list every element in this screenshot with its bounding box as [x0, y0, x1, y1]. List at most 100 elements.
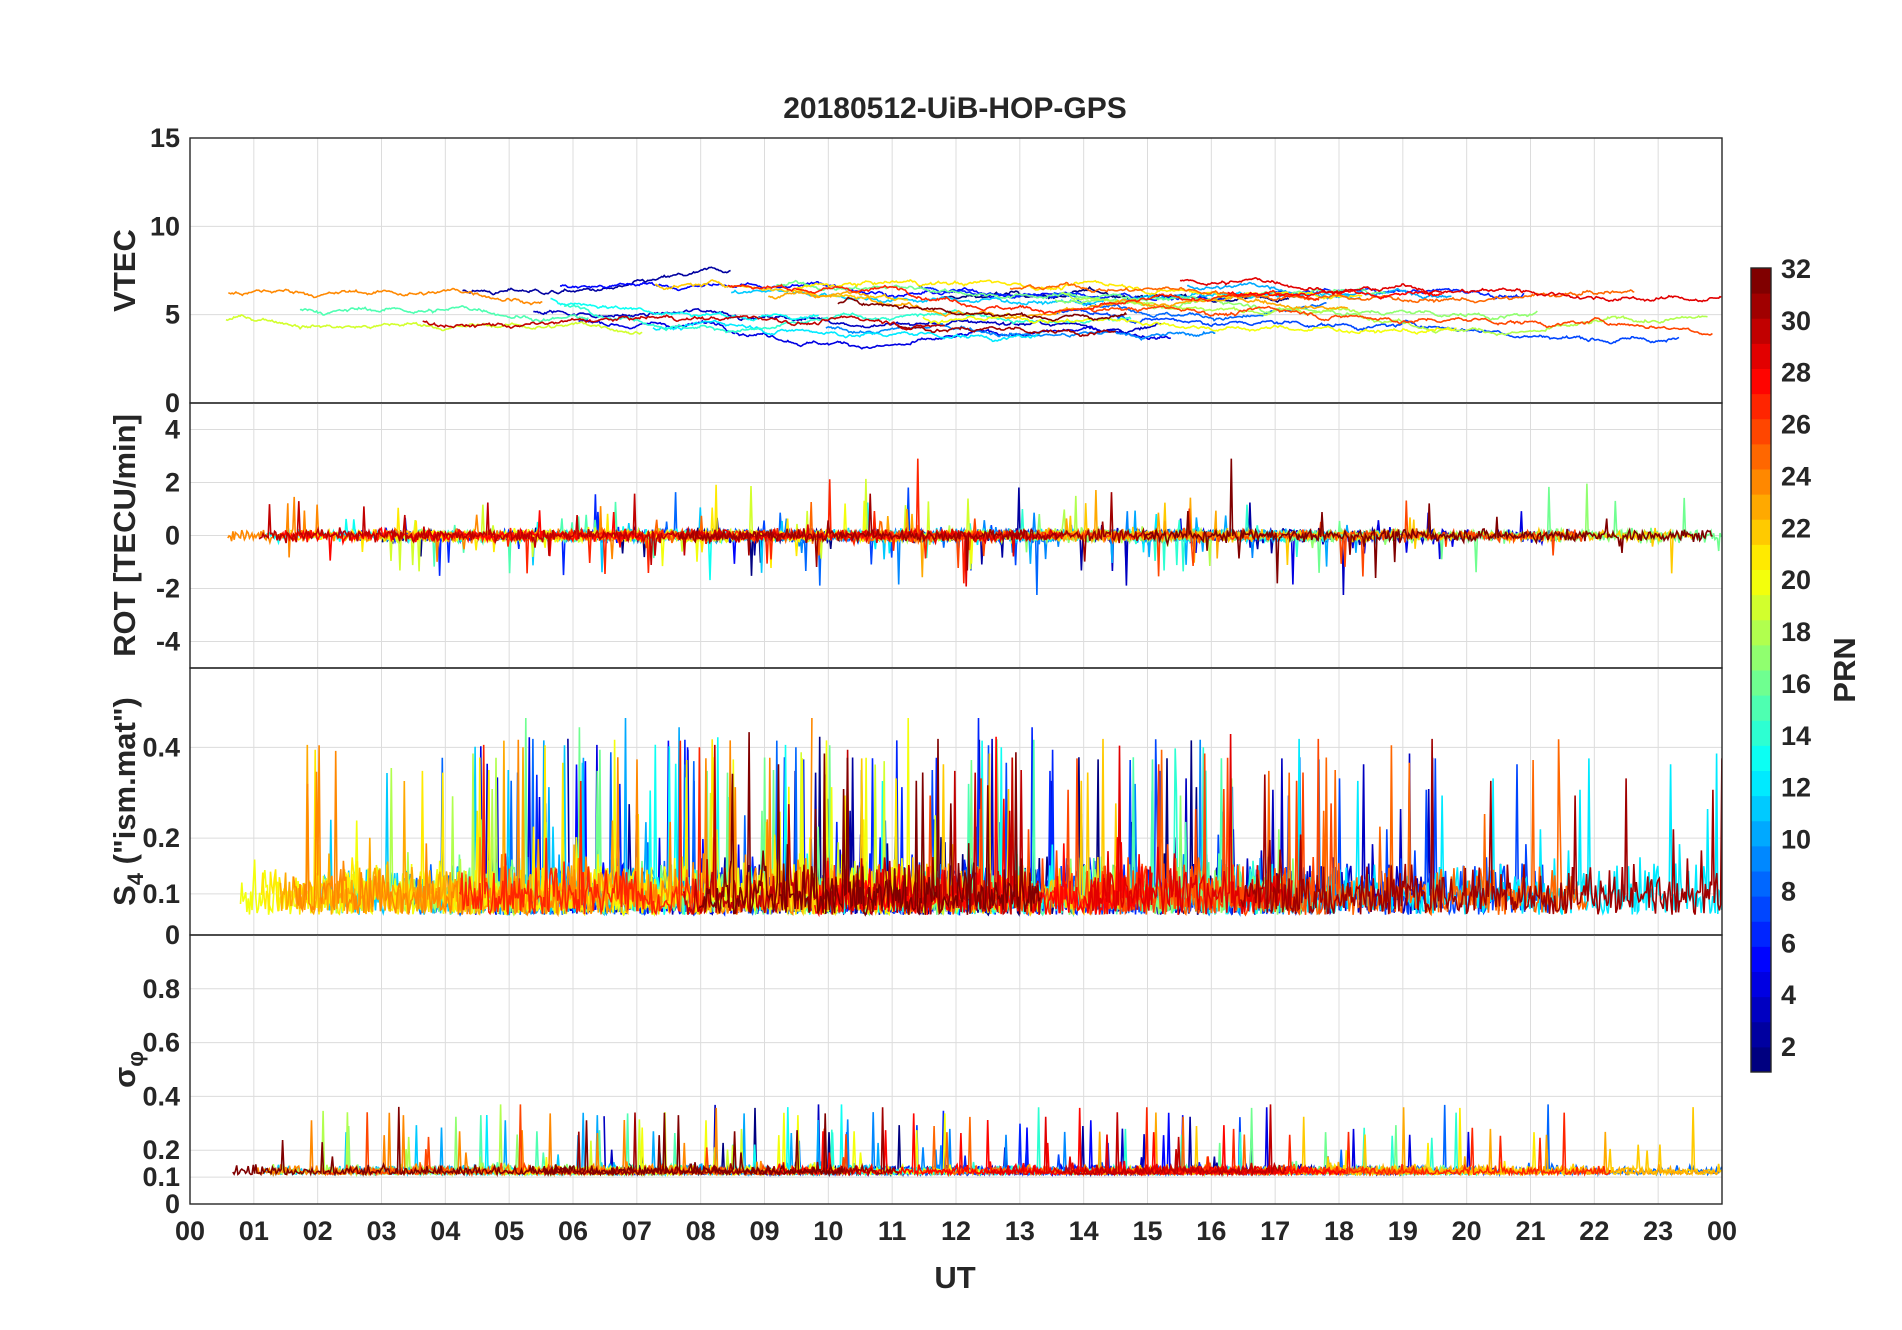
- series-group-vtec: [225, 266, 1722, 350]
- colorbar-segment: [1751, 293, 1771, 319]
- chart-title: 20180512-UiB-HOP-GPS: [783, 92, 1126, 125]
- y-tick-label: -4: [156, 627, 180, 657]
- colorbar-segment: [1751, 343, 1771, 369]
- colorbar-segment: [1751, 695, 1771, 721]
- series-prn-31: [897, 325, 1116, 338]
- x-tick-label: 16: [1196, 1216, 1226, 1246]
- series-prn-12: [652, 319, 1043, 343]
- panel-sigma: 00.10.2 0.4 0.6 0.8 σφ: [107, 934, 1723, 1219]
- colorbar-tick-label: 16: [1781, 669, 1811, 699]
- series-prn-24: [228, 287, 543, 306]
- series-prn-29: [1179, 276, 1722, 303]
- series-prn-22: [654, 279, 909, 302]
- series-prn-6: [869, 1110, 1128, 1177]
- colorbar-label: PRN: [1827, 637, 1862, 702]
- series-prn-27: [727, 283, 1320, 315]
- y-tick-label: 5: [165, 300, 180, 330]
- x-tick-label: 03: [366, 1216, 396, 1246]
- axes-frame: [189, 934, 1723, 1205]
- y-tick-label: 0: [165, 920, 180, 950]
- x-tick-label: 10: [813, 1216, 843, 1246]
- colorbar-segment: [1751, 720, 1771, 746]
- colorbar-segment: [1751, 393, 1771, 420]
- series-prn-6: [918, 285, 1525, 302]
- x-tick-label: 14: [1069, 1216, 1099, 1246]
- series-prn-24: [227, 496, 638, 562]
- colorbar-tick-label: 20: [1781, 565, 1811, 595]
- y-tick-label: 0.4: [142, 1081, 180, 1111]
- colorbar-segment: [1751, 519, 1771, 545]
- colorbar-tick-label: 6: [1781, 928, 1796, 958]
- x-axis-label: UT: [934, 1260, 975, 1295]
- colorbar-tick-label: 28: [1781, 358, 1811, 388]
- y-tick-label: 0: [165, 1189, 180, 1219]
- series-prn-26: [1088, 305, 1713, 336]
- y-tick-label: 0: [165, 388, 180, 418]
- series-prn-2: [1080, 1116, 1419, 1178]
- colorbar-tick-label: 8: [1781, 876, 1796, 906]
- y-tick-label: 0.1: [142, 1162, 180, 1192]
- series-prn-3: [533, 307, 1162, 335]
- colorbar-segment: [1751, 770, 1771, 797]
- panel-rot: -4 -2 0 2 4 ROT [TECU/min]: [107, 402, 1723, 669]
- series-prn-32: [837, 296, 1128, 322]
- y-tick-label: 0.1: [142, 879, 180, 909]
- series-prn-13: [550, 297, 819, 322]
- x-tick-label: 22: [1579, 1216, 1609, 1246]
- series-prn-17: [1054, 297, 1538, 321]
- colorbar-segment: [1751, 971, 1771, 998]
- series-prn-7: [1051, 308, 1680, 345]
- series-prn-2: [462, 266, 731, 296]
- series-prn-4: [1155, 511, 1576, 585]
- series-prn-32: [1143, 458, 1713, 584]
- colorbar-segment: [1751, 443, 1771, 470]
- x-axis-ticks: 00 01 02 03 04 05 06 07 08 09 10 11 12 13 14 15 16 17 18 19…: [175, 1216, 1737, 1246]
- y-tick-label: 0.4: [142, 732, 180, 762]
- series-prn-18: [267, 1104, 681, 1178]
- panel-vtec: 0 5 10 15 VTEC: [107, 123, 1723, 418]
- x-tick-label: 05: [494, 1216, 524, 1246]
- series-group-s4: [239, 717, 1722, 918]
- colorbar-segment: [1751, 1046, 1771, 1073]
- x-tick-label: 13: [1005, 1216, 1035, 1246]
- series-prn-27: [1130, 1107, 1611, 1177]
- colorbar-tick-label: 12: [1781, 773, 1811, 803]
- series-prn-19: [225, 313, 643, 335]
- colorbar-tick-label: 24: [1781, 461, 1811, 491]
- y-tick-label: -2: [156, 574, 180, 604]
- colorbar-segment: [1751, 318, 1771, 344]
- series-group-sigma: [232, 1104, 1722, 1178]
- colorbar-segment: [1751, 644, 1771, 671]
- colorbar-segment: [1751, 820, 1771, 847]
- y-axis-label-sigma: σφ: [107, 1051, 148, 1088]
- colorbar-segment: [1751, 996, 1771, 1023]
- x-tick-label: 18: [1324, 1216, 1354, 1246]
- colorbar-segment: [1751, 368, 1771, 395]
- series-prn-30: [422, 314, 945, 331]
- x-tick-label: 08: [686, 1216, 716, 1246]
- y-tick-label: 10: [150, 211, 180, 241]
- x-tick-label: 02: [303, 1216, 333, 1246]
- y-tick-label: 0.2: [142, 823, 180, 853]
- colorbar-tick-label: 22: [1781, 513, 1811, 543]
- y-tick-label: 4: [165, 415, 180, 445]
- y-tick-label: 15: [150, 123, 180, 153]
- colorbar-segment: [1751, 795, 1771, 822]
- series-prn-25: [1009, 281, 1635, 304]
- series-prn-32: [232, 1106, 844, 1178]
- colorbar-segment: [1751, 921, 1771, 947]
- y-axis-label-vtec: VTEC: [107, 229, 142, 312]
- colorbar-tick-label: 32: [1781, 254, 1811, 284]
- y-tick-label: 0: [165, 521, 180, 551]
- colorbar-segment: [1751, 494, 1771, 520]
- x-tick-label: 01: [239, 1216, 269, 1246]
- colorbar-segment: [1751, 845, 1771, 872]
- series-prn-28: [1227, 289, 1443, 300]
- y-tick-label: 0.6: [142, 1028, 180, 1058]
- y-tick-label: 0.8: [142, 974, 180, 1004]
- series-prn-19: [376, 478, 987, 572]
- colorbar-segment: [1751, 469, 1771, 495]
- colorbar-segment: [1751, 871, 1771, 897]
